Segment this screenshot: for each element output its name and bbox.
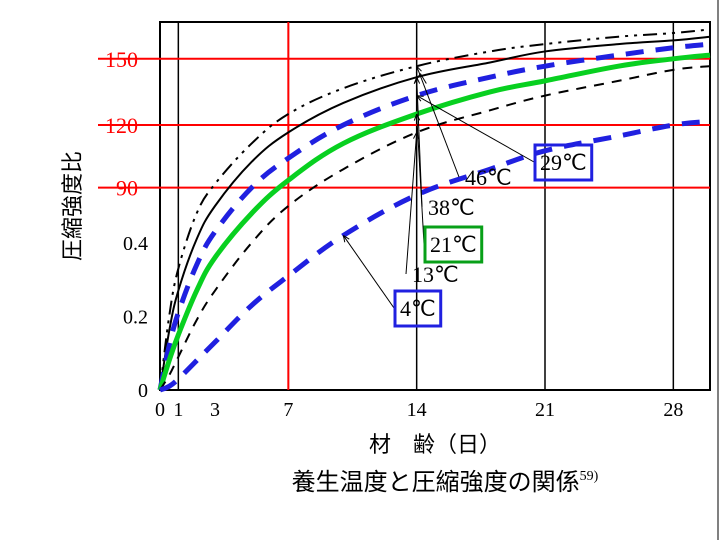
chart-caption: 養生温度と圧縮強度の関係59) [292, 469, 599, 496]
series-label: 46℃ [465, 165, 512, 190]
leader-line [417, 114, 424, 244]
x-tick-label: 3 [210, 399, 220, 421]
series-label: 29℃ [540, 150, 587, 175]
series-label: 38℃ [428, 195, 475, 220]
series-curve [160, 55, 710, 390]
y-tick-label: 0.2 [123, 306, 148, 328]
x-tick-label: 21 [535, 399, 555, 421]
x-tick-label: 0 [155, 399, 165, 421]
y-tick-label-red: 90 [116, 176, 138, 201]
leader-line [417, 66, 459, 177]
y-tick-label-red: 120 [105, 113, 138, 138]
x-tick-label: 14 [407, 399, 427, 421]
y-tick-label: 0 [138, 380, 148, 402]
series-label: 4℃ [400, 296, 436, 321]
series-label: 13℃ [412, 262, 459, 287]
y-axis-title: 圧縮強度比 [60, 151, 85, 261]
y-tick-label: 0.4 [123, 233, 148, 255]
series-label: 21℃ [430, 232, 477, 257]
x-tick-label: 1 [173, 399, 183, 421]
leader-line [343, 235, 394, 308]
leader-line [406, 132, 417, 274]
x-tick-label: 7 [283, 399, 293, 421]
leader-line [417, 96, 534, 162]
y-tick-label-red: 150 [105, 47, 138, 72]
x-axis-title: 材 齢（日） [369, 432, 501, 457]
x-tick-label: 28 [663, 399, 683, 421]
